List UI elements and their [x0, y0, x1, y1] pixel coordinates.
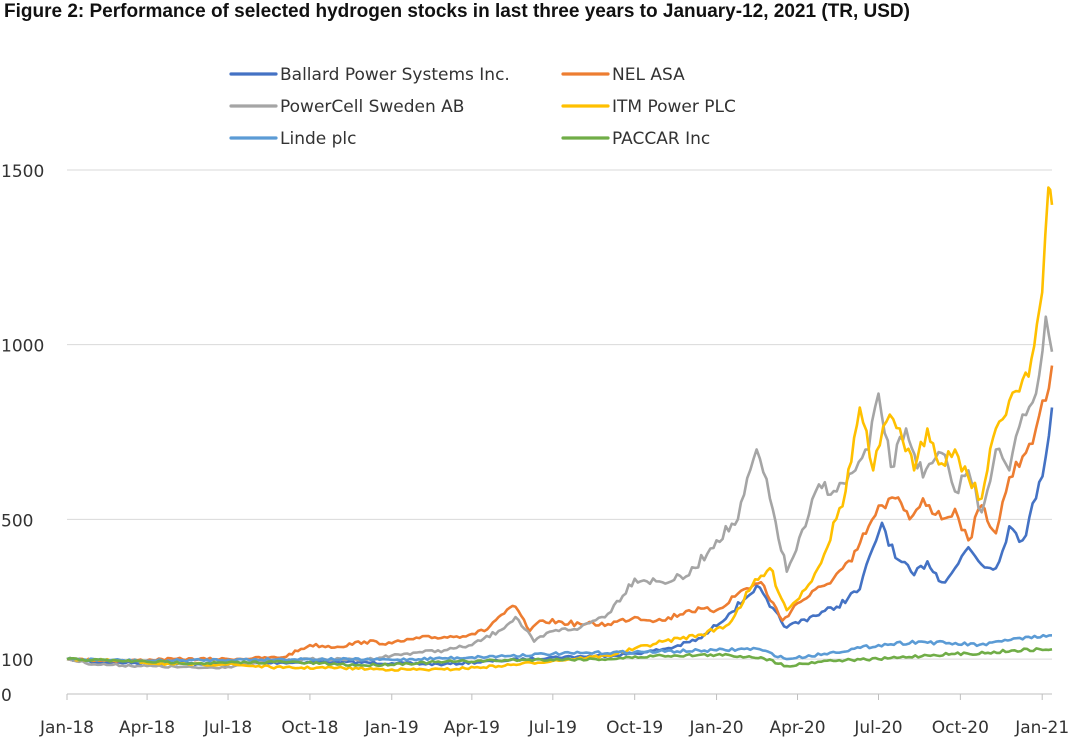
x-tick-label: Jan-21 — [1014, 718, 1069, 738]
chart-title: Figure 2: Performance of selected hydrog… — [4, 1, 910, 22]
legend-label: NEL ASA — [612, 65, 685, 85]
y-tick-label: 0 — [1, 686, 12, 706]
legend-label: PACCAR Inc — [612, 129, 710, 149]
x-tick-label: Oct-18 — [281, 718, 338, 738]
x-tick-label: Jan-19 — [364, 718, 419, 738]
legend-label: ITM Power PLC — [612, 97, 736, 117]
legend-label: Linde plc — [280, 129, 356, 149]
series-line — [66, 315, 1054, 670]
legend-label: PowerCell Sweden AB — [280, 97, 464, 117]
gridlines — [67, 169, 1052, 660]
x-tick-label: Jan-18 — [39, 718, 94, 738]
series-line — [66, 365, 1054, 663]
x-tick-label: Apr-18 — [119, 718, 175, 738]
x-tick-label: Apr-19 — [444, 718, 500, 738]
series-line — [66, 647, 1053, 668]
x-tick-label: Oct-20 — [932, 718, 989, 738]
series-line — [66, 186, 1054, 672]
x-tick-label: Jul-18 — [203, 718, 252, 738]
x-tick-label: Jan-20 — [689, 718, 744, 738]
x-axis: Jan-18 Apr-18 Jul-18 Oct-18 Jan-19 Apr-19 Jul-… — [39, 693, 1069, 738]
legend: Ballard Power Systems Inc. NEL ASA PowerCe… — [229, 65, 736, 149]
legend-label: Ballard Power Systems Inc. — [280, 65, 510, 85]
x-tick-label: Oct-19 — [606, 718, 663, 738]
y-tick-label: 100 — [1, 651, 33, 671]
y-tick-label: 500 — [1, 511, 33, 531]
y-tick-label: 1000 — [1, 337, 44, 357]
y-axis-ticks: 0 100 500 1000 1500 — [1, 162, 44, 706]
y-tick-label: 1500 — [1, 162, 44, 182]
series-line — [66, 633, 1053, 663]
x-tick-label: Apr-20 — [769, 718, 825, 738]
series-lines — [66, 186, 1054, 672]
x-tick-label: Jul-20 — [853, 718, 902, 738]
x-tick-label: Jul-19 — [528, 718, 577, 738]
